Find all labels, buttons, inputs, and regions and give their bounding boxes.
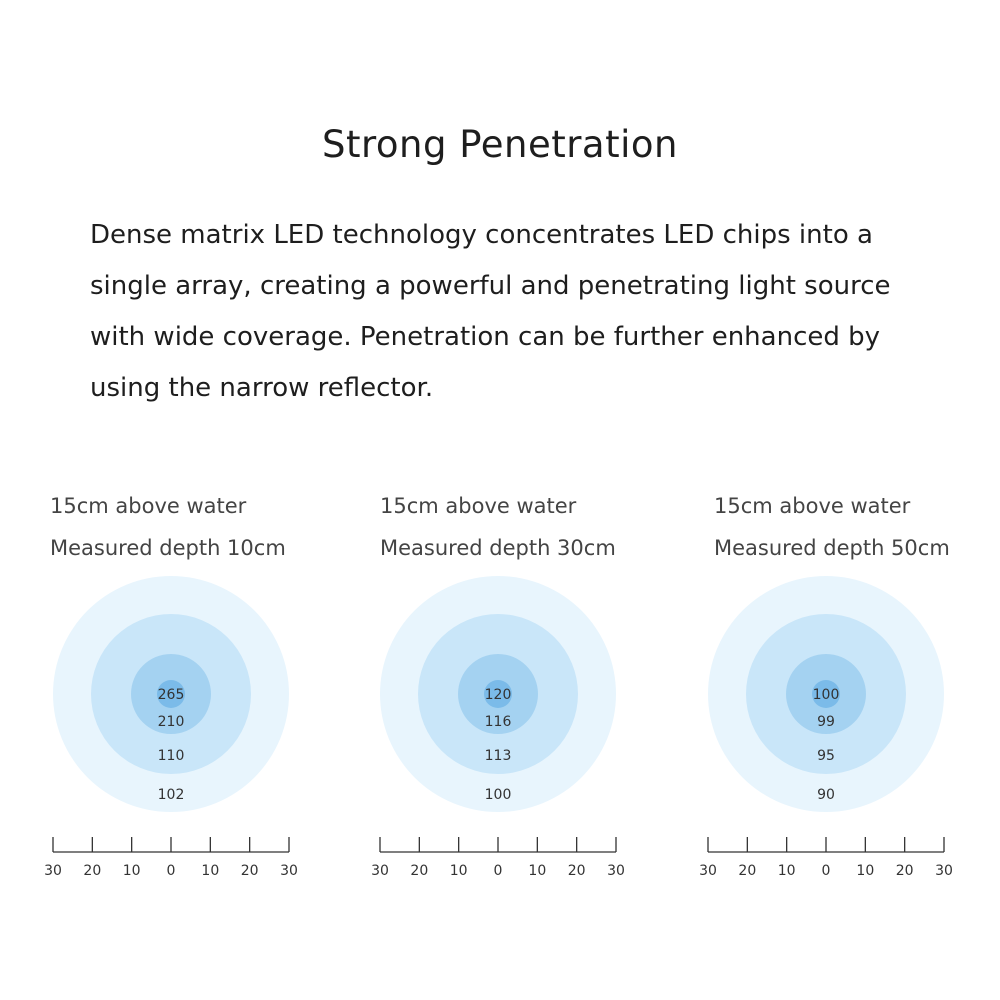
x-tick-label: 0	[167, 863, 176, 879]
x-tick-label: 0	[494, 863, 503, 879]
x-tick-label: 20	[241, 863, 259, 879]
chart-panel-depth-10: 15cm above water Measured depth 10cm 265…	[44, 490, 380, 890]
description-text: Dense matrix LED technology concentrates…	[90, 220, 891, 403]
ring-value-label: 210	[158, 714, 185, 730]
x-tick-label: 20	[738, 863, 756, 879]
ring-value-label: 100	[485, 787, 512, 803]
ring-value-label: 116	[485, 714, 512, 730]
ring-value-label: 102	[158, 787, 185, 803]
ring-core	[157, 680, 185, 708]
ring-value-label: 265	[158, 687, 185, 703]
x-tick-label: 20	[83, 863, 101, 879]
x-tick-label: 30	[44, 863, 62, 879]
height-label: 15cm above water	[380, 494, 577, 518]
x-tick-label: 30	[280, 863, 298, 879]
ring-value-label: 99	[817, 714, 835, 730]
depth-label: Measured depth 50cm	[714, 536, 950, 560]
ring-chart: 265 210 110 102 30 20 10 0 10 20 30	[44, 576, 298, 879]
x-tick-label: 10	[856, 863, 874, 879]
x-tick-label: 10	[450, 863, 468, 879]
x-tick-label: 20	[410, 863, 428, 879]
ring-core	[484, 680, 512, 708]
ring-value-label: 120	[485, 687, 512, 703]
height-label: 15cm above water	[50, 494, 247, 518]
chart-panel-depth-30: 15cm above water Measured depth 30cm 120…	[371, 490, 708, 890]
x-tick-label: 0	[822, 863, 831, 879]
ring-value-label: 110	[158, 748, 185, 764]
x-tick-label: 10	[778, 863, 796, 879]
x-tick-label: 30	[699, 863, 717, 879]
depth-label: Measured depth 10cm	[50, 536, 286, 560]
depth-label: Measured depth 30cm	[380, 536, 616, 560]
x-tick-label: 20	[896, 863, 914, 879]
ring-value-label: 113	[485, 748, 512, 764]
x-tick-label: 20	[568, 863, 586, 879]
x-tick-label: 10	[201, 863, 219, 879]
height-label: 15cm above water	[714, 494, 911, 518]
ring-value-label: 90	[817, 787, 835, 803]
ring-core	[812, 680, 840, 708]
x-tick-label: 30	[371, 863, 389, 879]
x-tick-label: 10	[123, 863, 141, 879]
ring-value-label: 100	[813, 687, 840, 703]
page-title: Strong Penetration	[322, 122, 678, 166]
x-tick-label: 30	[935, 863, 953, 879]
x-tick-label: 30	[607, 863, 625, 879]
chart-panel-depth-50: 15cm above water Measured depth 50cm 100…	[699, 490, 1000, 890]
ring-value-label: 95	[817, 748, 835, 764]
x-tick-label: 10	[528, 863, 546, 879]
